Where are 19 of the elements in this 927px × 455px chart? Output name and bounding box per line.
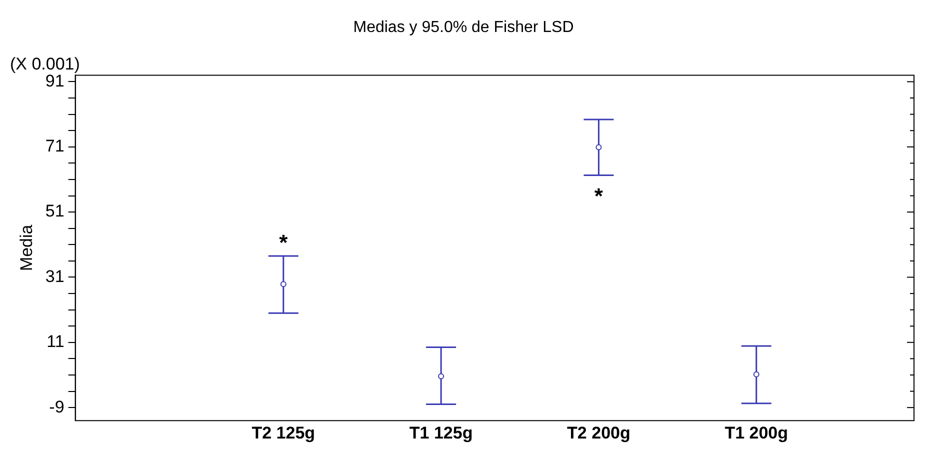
y-tick-label: 31 (45, 266, 64, 286)
x-tick-label: T2 125g (252, 423, 316, 442)
y-tick-label: 91 (45, 71, 64, 90)
y-tick-label: -9 (49, 397, 64, 416)
text: (X 0.001) (10, 54, 80, 74)
x-tick-label: T1 200g (724, 423, 788, 442)
x-tick-label: T2 200g (567, 423, 630, 442)
point (280, 281, 286, 288)
y-axis-title: Media (16, 224, 36, 272)
y-tick-label: 11 (46, 332, 64, 352)
y-tick-label: 51 (45, 202, 64, 221)
point (753, 371, 760, 378)
annotation: * (594, 183, 604, 208)
annotation: * (279, 230, 288, 256)
chart-title: Medias y 95.0% de Fisher LSD (353, 19, 574, 36)
point (596, 144, 602, 150)
y-tick-label: 71 (45, 136, 64, 156)
point (438, 373, 444, 380)
x-tick-label: T1 125g (409, 423, 473, 442)
